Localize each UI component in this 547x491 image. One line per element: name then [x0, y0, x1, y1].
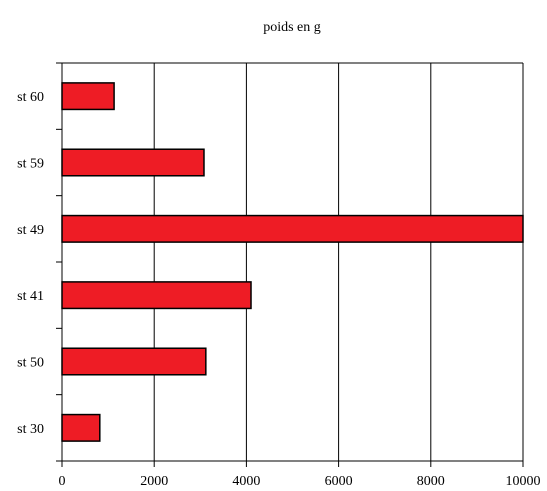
category-label: st 30 [17, 422, 44, 437]
y-axis-categories: st 30 st 50 st 41 st 49 st 59 st 60 [17, 90, 44, 437]
x-tick-label: 10000 [506, 474, 541, 489]
x-tick-label: 2000 [140, 474, 168, 489]
chart-title: poids en g [263, 20, 321, 35]
x-tick-label: 0 [59, 474, 66, 489]
gridlines [62, 62, 524, 461]
bar [61, 347, 207, 376]
category-label: st 60 [17, 90, 44, 105]
x-tick-label: 6000 [325, 474, 353, 489]
category-label: st 49 [17, 223, 44, 238]
x-tick-label: 8000 [417, 474, 445, 489]
bar [61, 214, 524, 243]
category-label: st 59 [17, 157, 44, 172]
bar [61, 148, 205, 177]
bar [61, 82, 115, 111]
category-label: st 41 [17, 289, 44, 304]
x-tick-label: 4000 [232, 474, 260, 489]
category-label: st 50 [17, 356, 44, 371]
axes [56, 62, 523, 462]
bar [61, 413, 101, 442]
bar [61, 281, 252, 310]
bars [61, 82, 524, 442]
x-axis-ticks: 0 2000 4000 6000 8000 10000 [59, 461, 541, 489]
